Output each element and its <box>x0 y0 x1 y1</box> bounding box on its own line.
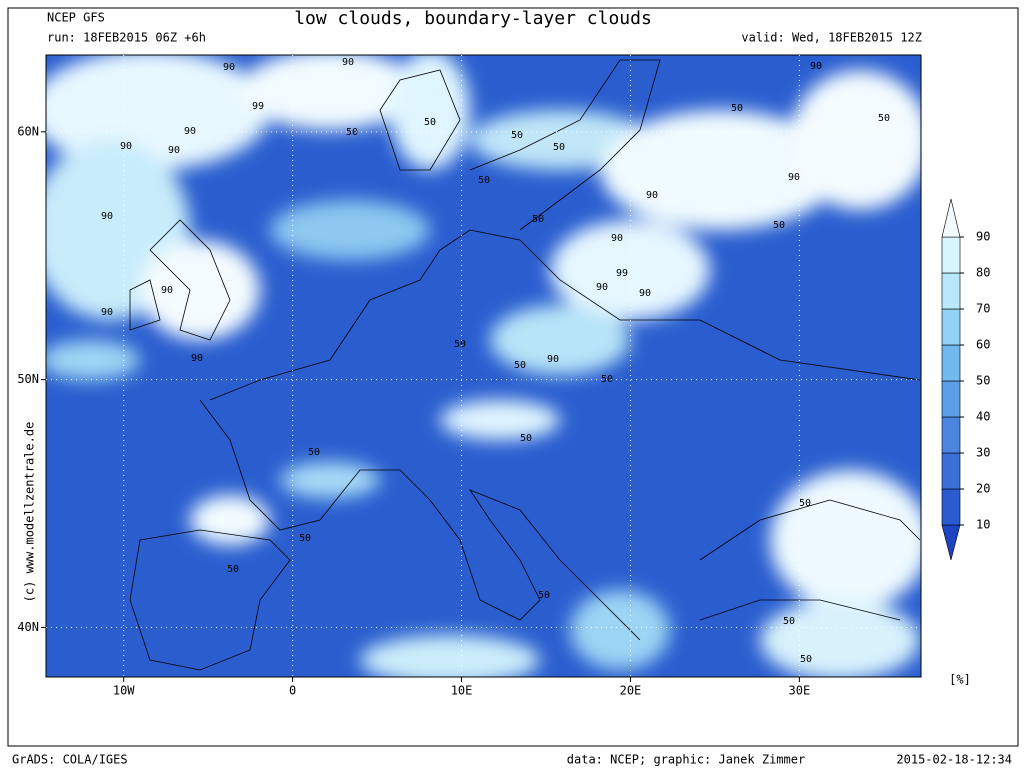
colorbar-box <box>941 272 961 310</box>
colorbar-box <box>941 236 961 274</box>
contour-label: 90 <box>101 307 113 318</box>
contour-label: 50 <box>532 214 544 225</box>
frame <box>7 7 1019 747</box>
lon-tick-label: 10E <box>451 684 473 698</box>
contour-label: 50 <box>538 590 550 601</box>
colorbar-box <box>941 380 961 418</box>
model-name: NCEP GFS <box>47 11 105 25</box>
contour-label: 90 <box>646 190 658 201</box>
contour-label: 50 <box>424 117 436 128</box>
colorbar-label: 70 <box>976 302 990 316</box>
contour-label: 50 <box>308 447 320 458</box>
cloud-field <box>46 55 921 677</box>
contour-label: 90 <box>596 282 608 293</box>
lon-tick-label: 0 <box>289 684 296 698</box>
credit: (c) www.modellzentrale.de <box>23 422 37 603</box>
contour-label: 90 <box>161 285 173 296</box>
colorbar-unit: [%] <box>949 673 971 687</box>
contour-label: 50 <box>478 175 490 186</box>
colorbar-box <box>941 488 961 526</box>
colorbar-label: 80 <box>976 266 990 280</box>
contour-label: 50 <box>514 360 526 371</box>
contour-label: 50 <box>346 127 358 138</box>
contour-label: 50 <box>731 103 743 114</box>
contour-label: 90 <box>810 61 822 72</box>
coastlines <box>129 59 921 671</box>
colorbar-label: 20 <box>976 482 990 496</box>
contour-label: 50 <box>800 654 812 665</box>
contour-label: 90 <box>120 141 132 152</box>
lat-tick-label: 60N <box>17 124 39 138</box>
colorbar-box <box>941 452 961 490</box>
contour-label: 90 <box>342 57 354 68</box>
lon-tick-label: 30E <box>789 684 811 698</box>
contour-label: 90 <box>223 62 235 73</box>
colorbar-label: 90 <box>976 230 990 244</box>
title: low clouds, boundary-layer clouds <box>294 8 652 29</box>
contour-label: 90 <box>191 353 203 364</box>
contour-label: 90 <box>788 172 800 183</box>
lat-tick-label: 50N <box>17 372 39 386</box>
contour-label: 90 <box>101 211 113 222</box>
colorbar-cap <box>941 198 961 238</box>
contour-label: 99 <box>252 101 264 112</box>
footer-left: GrADS: COLA/IGES <box>12 753 128 767</box>
contour-label: 50 <box>878 113 890 124</box>
contour-label: 50 <box>783 616 795 627</box>
lon-tick-label: 20E <box>620 684 642 698</box>
colorbar-label: 50 <box>976 374 990 388</box>
contour-label: 50 <box>299 533 311 544</box>
contour-label: 50 <box>227 564 239 575</box>
colorbar-box <box>941 344 961 382</box>
colorbar-label: 30 <box>976 446 990 460</box>
contour-label: 50 <box>520 433 532 444</box>
contour-labels: 90 90 99 90 90 90 90 50 50 50 50 50 50 90 50 50 90 50 90 99… <box>101 57 890 665</box>
map-field <box>46 55 921 677</box>
contour-label: 90 <box>639 288 651 299</box>
contour-label: 50 <box>511 130 523 141</box>
colorbar-label: 60 <box>976 338 990 352</box>
colorbar-label: 10 <box>976 518 990 532</box>
contour-label: 90 <box>547 354 559 365</box>
contour-label: 90 <box>611 233 623 244</box>
contour-label: 50 <box>799 498 811 509</box>
colorbar-cap <box>941 524 961 561</box>
contour-label: 50 <box>773 220 785 231</box>
colorbar-box <box>941 416 961 454</box>
footer-middle: data: NCEP; graphic: Janek Zimmer <box>567 753 805 767</box>
run-info: run: 18FEB2015 06Z +6h <box>47 31 206 45</box>
contour-label: 50 <box>454 339 466 350</box>
footer-right: 2015-02-18-12:34 <box>896 753 1012 767</box>
contour-label: 50 <box>553 142 565 153</box>
colorbar-label: 40 <box>976 410 990 424</box>
colorbar-box <box>941 308 961 346</box>
contour-label: 90 <box>184 126 196 137</box>
lat-tick-label: 40N <box>17 620 39 634</box>
lon-tick-label: 10W <box>113 684 135 698</box>
map-border <box>45 54 922 678</box>
valid-info: valid: Wed, 18FEB2015 12Z <box>741 31 922 45</box>
contour-label: 90 <box>168 145 180 156</box>
contour-label: 99 <box>616 268 628 279</box>
